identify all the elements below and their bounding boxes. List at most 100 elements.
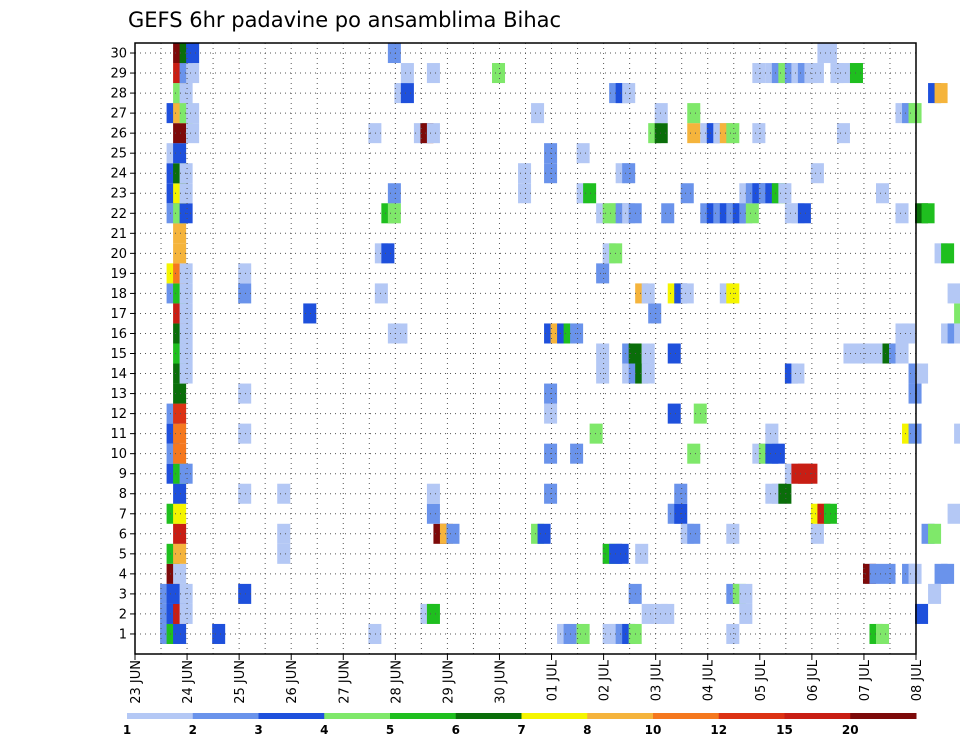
heatmap-cell-member-26 <box>726 123 740 144</box>
y-tick-label: 20 <box>110 247 127 262</box>
heatmap-cell-member-7 <box>947 503 960 524</box>
heatmap-cell-member-17 <box>303 303 317 324</box>
heatmap-cell-member-19 <box>179 263 193 284</box>
colorbar-swatch <box>718 713 785 719</box>
heatmap-cell-member-18 <box>680 283 694 304</box>
heatmap-cell-member-26 <box>752 123 766 144</box>
heatmap-cell-member-16 <box>954 323 960 344</box>
x-tick-label: 27 JUN <box>337 660 352 704</box>
heatmap-cell-member-2 <box>179 603 193 624</box>
y-tick-label: 28 <box>110 87 127 102</box>
x-tick-label: 03 JUL <box>650 659 665 701</box>
heatmap-cells <box>160 43 960 644</box>
heatmap-cell-member-5 <box>635 543 649 564</box>
heatmap-cell-member-1 <box>576 623 590 644</box>
heatmap-cell-member-10 <box>771 443 785 464</box>
y-tick-label: 25 <box>110 147 127 162</box>
colorbar-swatch <box>850 713 917 719</box>
heatmap-cell-member-28 <box>179 83 193 104</box>
x-tick-label: 26 JUN <box>285 660 300 704</box>
x-tick-label: 04 JUL <box>702 659 717 701</box>
x-tick-label: 07 JUL <box>858 659 873 701</box>
heatmap-cell-member-24 <box>518 163 532 184</box>
heatmap-cell-member-3 <box>179 583 193 604</box>
heatmap-cell-member-24 <box>179 163 193 184</box>
heatmap-cell-member-18 <box>179 283 193 304</box>
heatmap-cell-member-12 <box>173 403 187 424</box>
heatmap-cell-member-6 <box>173 523 187 544</box>
heatmap-cell-member-3 <box>928 583 942 604</box>
heatmap-cell-member-10 <box>570 443 584 464</box>
colorbar-label: 12 <box>710 723 727 737</box>
colorbar-swatch <box>521 713 588 719</box>
colorbar-swatch <box>324 713 391 719</box>
heatmap-cell-member-11 <box>173 423 187 444</box>
y-tick-label: 19 <box>110 267 127 282</box>
heatmap-cell-member-1 <box>876 623 890 644</box>
heatmap-cell-member-1 <box>368 623 382 644</box>
heatmap-cell-member-26 <box>836 123 850 144</box>
heatmap-cell-member-3 <box>238 583 252 604</box>
colorbar-label: 1 <box>123 723 131 737</box>
y-axis-ticks: 1234567891011121314151617181920212223242… <box>110 47 135 642</box>
heatmap-cell-member-6 <box>726 523 740 544</box>
heatmap-cell-member-26 <box>173 123 187 144</box>
heatmap-cell-member-26 <box>654 123 668 144</box>
heatmap-cell-member-22 <box>661 203 675 224</box>
heatmap-cell-member-2 <box>661 603 675 624</box>
heatmap-cell-member-17 <box>179 303 193 324</box>
heatmap-cell-member-13 <box>238 383 252 404</box>
plot-frame <box>134 42 917 655</box>
y-tick-label: 24 <box>110 167 127 182</box>
heatmap-cell-member-6 <box>928 523 942 544</box>
heatmap-cell-member-22 <box>895 203 909 224</box>
heatmap-cell-member-15 <box>596 343 610 364</box>
x-tick-label: 08 JUL <box>910 659 925 701</box>
heatmap-cell-member-10 <box>173 443 187 464</box>
heatmap-cell-member-7 <box>426 503 440 524</box>
colorbar-label: 20 <box>842 723 859 737</box>
y-tick-label: 9 <box>119 467 127 482</box>
heatmap-cell-member-24 <box>622 163 636 184</box>
colorbar-label: 10 <box>645 723 662 737</box>
heatmap-cell-member-6 <box>687 523 701 544</box>
y-tick-label: 7 <box>119 507 127 522</box>
heatmap-cell-member-2 <box>426 603 440 624</box>
heatmap-cell-member-8 <box>778 483 792 504</box>
x-tick-label: 06 JUL <box>806 659 821 701</box>
x-tick-label: 25 JUN <box>233 660 248 704</box>
heatmap-cell-member-23 <box>583 183 597 204</box>
heatmap-cell-member-29 <box>810 63 824 84</box>
heatmap-cell-member-20 <box>941 243 955 264</box>
heatmap-cell-member-27 <box>687 103 701 124</box>
heatmap-cell-member-30 <box>387 43 401 64</box>
y-tick-label: 2 <box>119 607 127 622</box>
heatmap-cell-member-22 <box>387 203 401 224</box>
y-tick-label: 8 <box>119 487 127 502</box>
heatmap-cell-member-16 <box>179 323 193 344</box>
heatmap-cell-member-8 <box>238 483 252 504</box>
y-tick-label: 1 <box>119 627 127 642</box>
heatmap-cell-member-29 <box>492 63 506 84</box>
heatmap-cell-member-4 <box>173 563 187 584</box>
heatmap-cell-member-7 <box>173 503 187 524</box>
heatmap-cell-member-29 <box>400 63 414 84</box>
heatmap-cell-member-26 <box>186 123 200 144</box>
heatmap-cell-member-25 <box>576 143 590 164</box>
heatmap-cell-member-15 <box>895 343 909 364</box>
heatmap-cell-member-23 <box>778 183 792 204</box>
heatmap-cell-member-29 <box>836 63 850 84</box>
heatmap-cell-member-26 <box>368 123 382 144</box>
x-tick-label: 30 JUN <box>493 660 508 704</box>
heatmap-cell-member-8 <box>173 483 187 504</box>
heatmap-cell-member-13 <box>173 383 187 404</box>
colorbar-label: 3 <box>254 723 262 737</box>
heatmap-cell-member-23 <box>387 183 401 204</box>
x-tick-label: 02 JUL <box>598 659 613 701</box>
heatmap-cell-member-28 <box>934 83 948 104</box>
heatmap-cell-member-14 <box>179 363 193 384</box>
heatmap-cell-member-29 <box>186 63 200 84</box>
heatmap-cell-member-16 <box>902 323 916 344</box>
y-tick-label: 18 <box>110 287 127 302</box>
y-tick-label: 16 <box>110 327 127 342</box>
